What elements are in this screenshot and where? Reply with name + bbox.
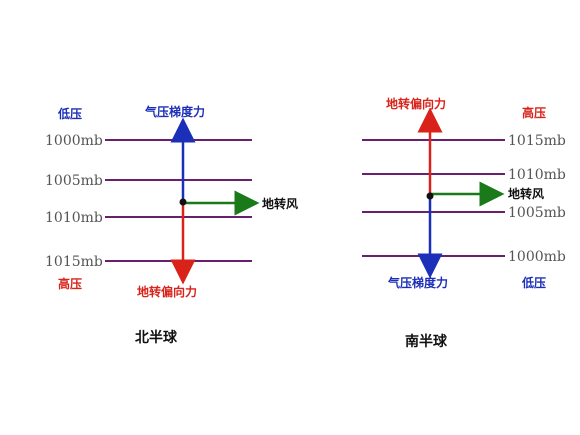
isobar-label: 1000mb bbox=[45, 133, 103, 149]
southern-hemisphere-title: 南半球 bbox=[405, 333, 448, 350]
isobar-label: 1005mb bbox=[508, 205, 566, 221]
coriolis-force-label: 地转偏向力 bbox=[137, 284, 197, 299]
air-parcel-point bbox=[179, 198, 187, 206]
northern-hemisphere-panel: 1000mb 1005mb 1010mb 1015mb 低压 高压 气压梯度力 … bbox=[45, 104, 298, 346]
southern-hemisphere-panel: 1015mb 1010mb 1005mb 1000mb 高压 低压 地转偏向力 … bbox=[362, 96, 566, 350]
isobar-label: 1015mb bbox=[508, 133, 566, 149]
high-pressure-label: 高压 bbox=[58, 276, 82, 291]
pressure-gradient-force-label: 气压梯度力 bbox=[387, 275, 448, 290]
geostrophic-wind-label: 地转风 bbox=[508, 186, 544, 201]
isobar-label: 1010mb bbox=[508, 167, 566, 183]
pressure-gradient-force-label: 气压梯度力 bbox=[144, 104, 205, 119]
coriolis-force-label: 地转偏向力 bbox=[386, 96, 446, 111]
northern-hemisphere-title: 北半球 bbox=[135, 329, 178, 346]
high-pressure-label: 高压 bbox=[522, 105, 546, 120]
low-pressure-label: 低压 bbox=[521, 275, 546, 290]
low-pressure-label: 低压 bbox=[57, 106, 82, 121]
isobar-label: 1015mb bbox=[45, 254, 103, 270]
isobar-label: 1000mb bbox=[508, 249, 566, 265]
air-parcel-point bbox=[426, 192, 434, 200]
isobar-label: 1005mb bbox=[45, 173, 103, 189]
isobar-label: 1010mb bbox=[45, 210, 103, 226]
geostrophic-wind-label: 地转风 bbox=[262, 196, 298, 211]
